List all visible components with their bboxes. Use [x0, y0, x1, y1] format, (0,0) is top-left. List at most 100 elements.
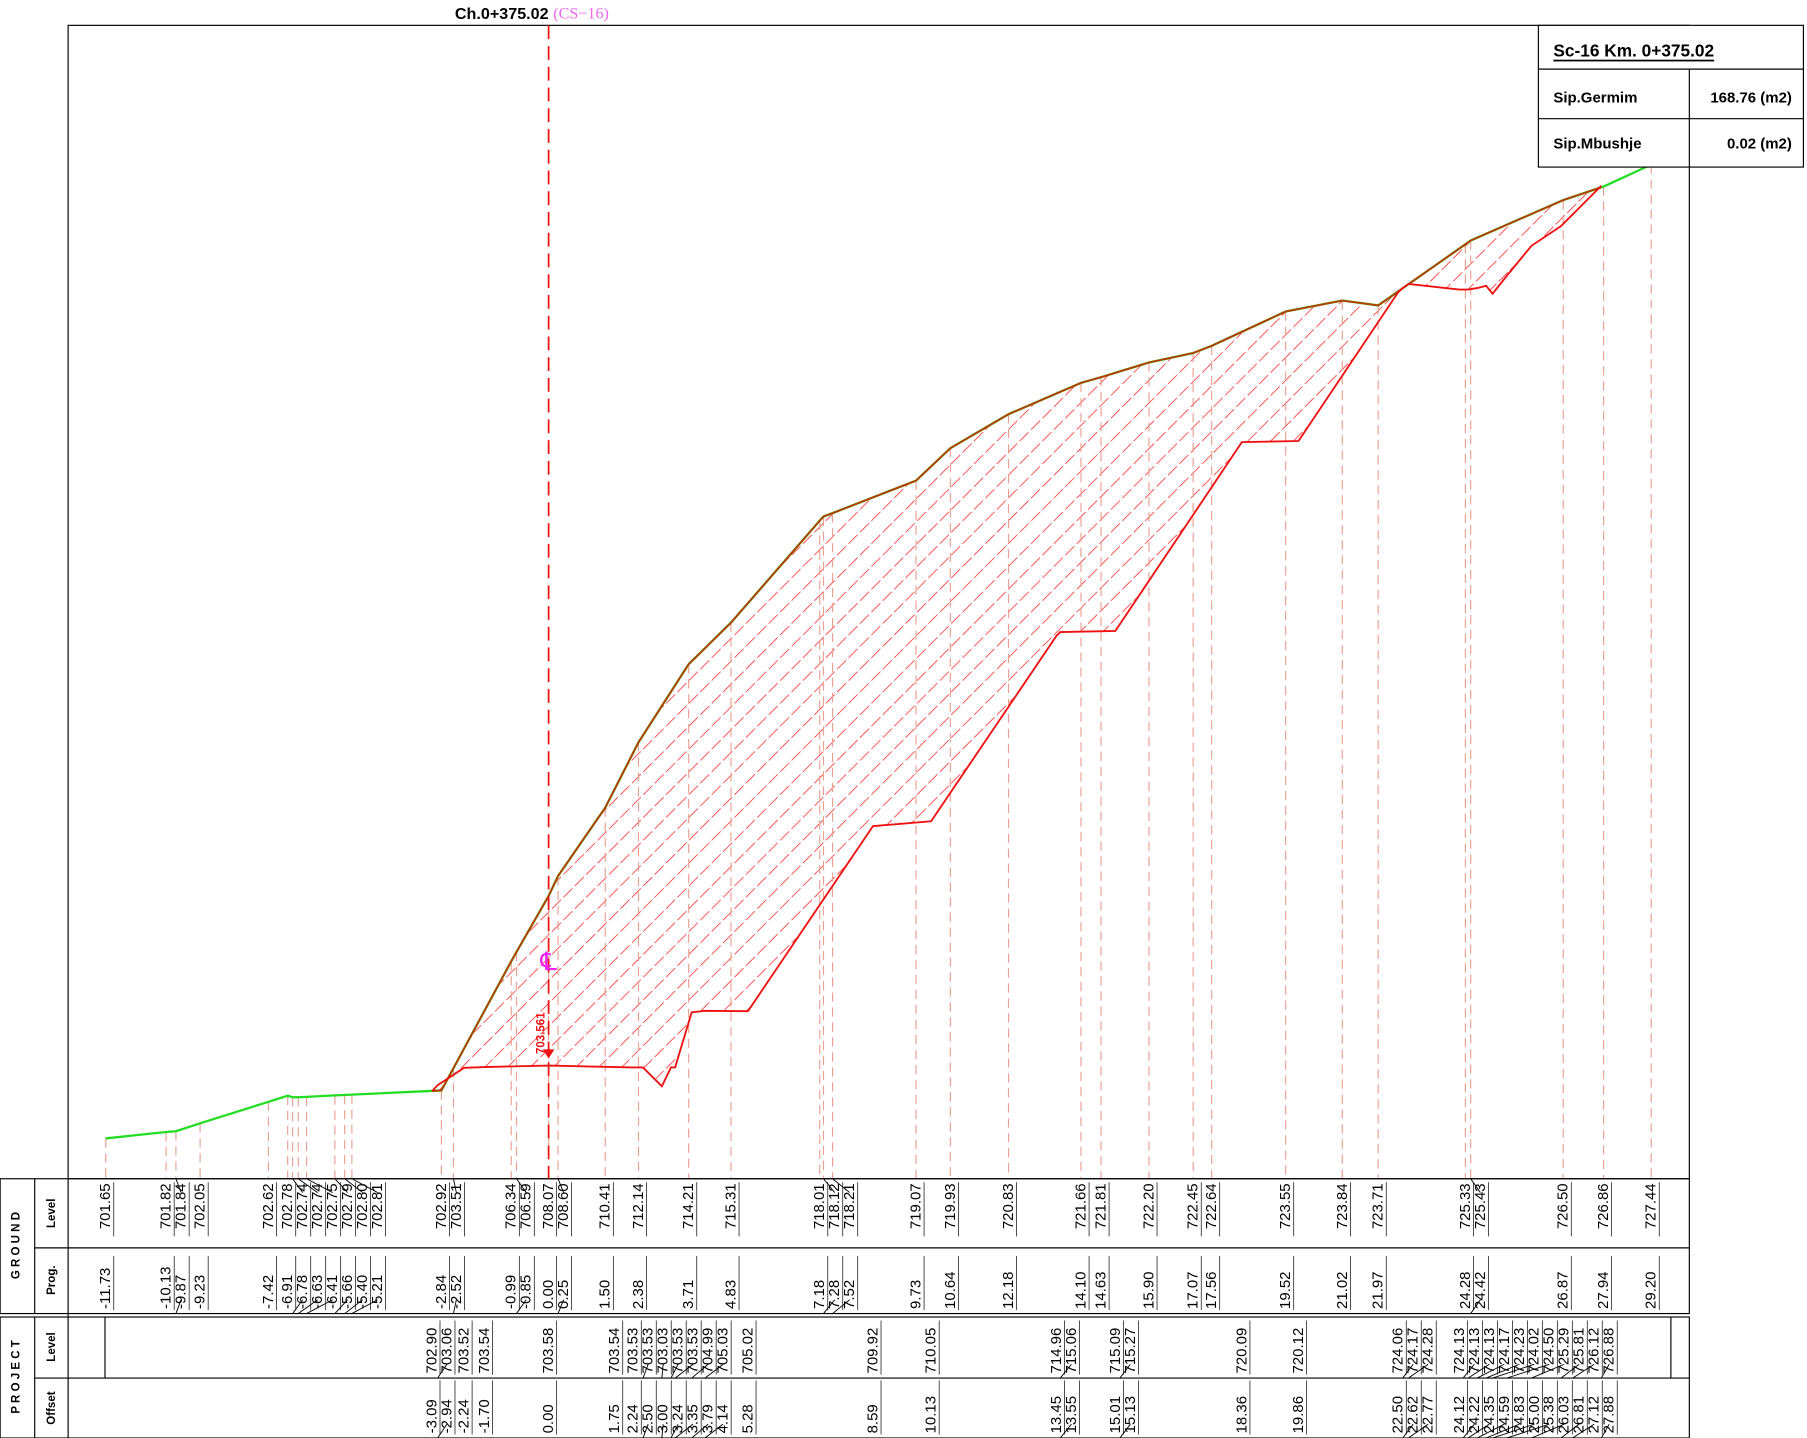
project-label: P R O J E C T: [10, 1340, 22, 1413]
band-value: -2.84: [433, 1275, 450, 1309]
band-value: 703.53: [625, 1328, 642, 1374]
band-value: 24.28: [1457, 1271, 1474, 1308]
band-value: 727.44: [1643, 1183, 1660, 1229]
band-value: 12.18: [1000, 1271, 1017, 1308]
band-value: 724.50: [1541, 1328, 1558, 1374]
leader: [1600, 1364, 1610, 1379]
band-value: 710.41: [597, 1183, 614, 1229]
leader: [453, 1178, 457, 1193]
band-value: 725.33: [1457, 1183, 1474, 1229]
band-value: 726.88: [1601, 1328, 1618, 1374]
leader: [1560, 1363, 1580, 1379]
band-value: -9.87: [173, 1275, 190, 1309]
band-value: 705.02: [739, 1328, 756, 1374]
leader: [1467, 1363, 1490, 1379]
leader: [1470, 1178, 1481, 1193]
leader: [1476, 1423, 1505, 1438]
band-value: 4.83: [722, 1280, 739, 1309]
band-value: 21.02: [1334, 1271, 1351, 1308]
band-value: 703.53: [640, 1328, 657, 1374]
leader: [1402, 1363, 1414, 1379]
band-value: 0.00: [540, 1280, 557, 1309]
leader: [1492, 1423, 1535, 1438]
band-value: 29.20: [1643, 1271, 1660, 1308]
leader: [1476, 1363, 1505, 1379]
leader: [557, 1178, 565, 1193]
band-value: 715.27: [1122, 1328, 1139, 1374]
leader: [1119, 1423, 1131, 1438]
band-value: 3.24: [670, 1404, 687, 1433]
ground-cut-line: [431, 186, 1602, 1092]
band-value: -2.94: [438, 1399, 455, 1433]
band-value: -10.13: [158, 1266, 175, 1308]
band-value: 721.81: [1093, 1183, 1110, 1229]
band-value: 708.07: [540, 1183, 557, 1229]
band-value: 712.14: [630, 1183, 647, 1229]
band-value: 7.28: [826, 1280, 843, 1309]
leader: [1572, 1423, 1595, 1438]
band-value: 724.17: [1496, 1328, 1513, 1374]
band-value: 27.12: [1586, 1396, 1603, 1433]
leader: [642, 1364, 649, 1379]
band-value: 718.01: [811, 1183, 828, 1229]
band-value: 720.09: [1233, 1328, 1250, 1374]
band-value: -11.73: [97, 1268, 114, 1309]
ground-band: [0, 1178, 1690, 1315]
band-value: 24.83: [1511, 1396, 1528, 1433]
band-value: 702.81: [369, 1183, 386, 1229]
leader: [1462, 1423, 1475, 1438]
band-value: 703.58: [540, 1328, 557, 1374]
band-value: 720.83: [1000, 1183, 1017, 1229]
band-value: 15.13: [1122, 1396, 1139, 1433]
band-value: 725.81: [1571, 1328, 1588, 1374]
leader: [1485, 1423, 1520, 1438]
band-value: 701.82: [158, 1183, 175, 1229]
leader: [661, 1364, 664, 1379]
leader: [832, 1299, 850, 1314]
band-value: 702.05: [192, 1183, 209, 1229]
band-value: 724.06: [1390, 1328, 1407, 1374]
band-value: 720.12: [1290, 1328, 1307, 1374]
leader: [670, 1364, 679, 1379]
ground-label: G R O U N D: [10, 1212, 22, 1279]
band-value: 2.38: [630, 1280, 647, 1309]
band-value: 22.77: [1420, 1396, 1437, 1433]
cut-value: 168.76 (m2): [1710, 89, 1792, 106]
fill-label: Sip.Mbushje: [1553, 136, 1641, 153]
band-value: 705.03: [715, 1328, 732, 1374]
leader: [1467, 1423, 1490, 1438]
band-value: 8.59: [864, 1404, 881, 1433]
band-value: -6.78: [294, 1275, 311, 1309]
band-value: 702.74: [294, 1183, 311, 1229]
drawing: [105, 163, 1652, 1179]
leader: [437, 1363, 448, 1379]
band-value: 710.05: [923, 1328, 940, 1374]
band-value: 724.13: [1451, 1328, 1468, 1374]
leader: [344, 1299, 363, 1314]
leader: [1059, 1363, 1072, 1379]
band-value: 714.96: [1048, 1328, 1065, 1374]
leader: [292, 1178, 304, 1193]
band-value: 15.90: [1140, 1271, 1157, 1308]
fill-value: 0.02 (m2): [1727, 136, 1792, 153]
band-value: 701.65: [97, 1183, 114, 1229]
band-value: 724.23: [1511, 1328, 1528, 1374]
band-value: 702.79: [339, 1183, 356, 1229]
band-value: 726.86: [1595, 1183, 1612, 1229]
leader: [823, 1178, 836, 1193]
leader: [661, 1424, 664, 1438]
band-value: 702.92: [433, 1183, 450, 1229]
band-value: 17.07: [1185, 1271, 1202, 1308]
band-value: 18.36: [1233, 1396, 1250, 1433]
band-value: 7.52: [841, 1280, 858, 1309]
leader: [1059, 1423, 1072, 1438]
band-value: 14.63: [1093, 1271, 1110, 1308]
band-value: 702.74: [309, 1183, 326, 1229]
leader: [1408, 1363, 1429, 1379]
leader: [1485, 1363, 1520, 1379]
band-value: 24.59: [1496, 1396, 1513, 1433]
band-value: 722.45: [1185, 1183, 1202, 1229]
cut-label: Sip.Germim: [1553, 89, 1637, 106]
band-value: 25.38: [1541, 1396, 1558, 1433]
band-value: 24.35: [1481, 1396, 1498, 1433]
